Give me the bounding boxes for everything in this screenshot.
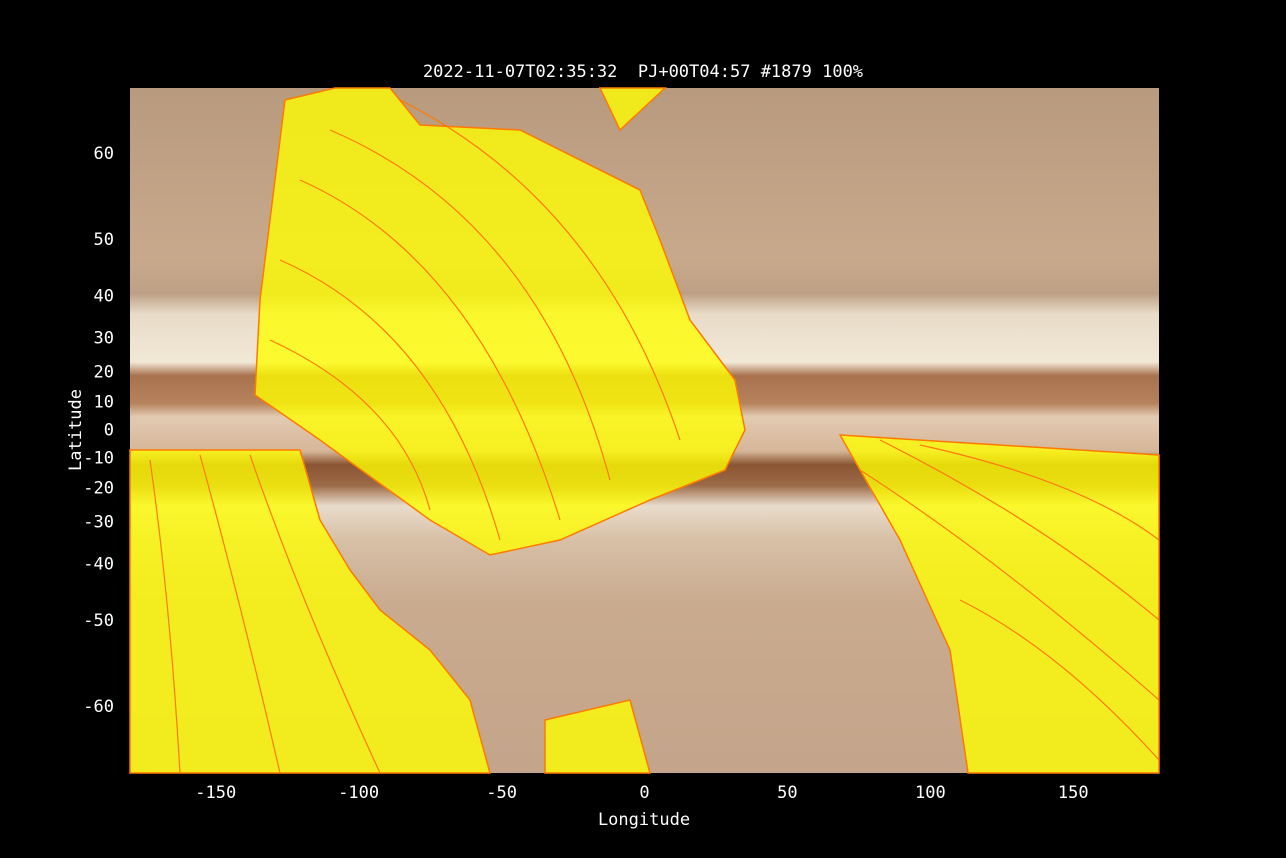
y-tick-label: 30	[94, 328, 114, 348]
y-tick-label: 60	[94, 144, 114, 164]
x-tick-label: 100	[915, 783, 946, 803]
y-tick-label: 20	[94, 362, 114, 382]
y-tick-label: 10	[94, 392, 114, 412]
x-tick-label: 150	[1058, 783, 1089, 803]
y-tick-label: -10	[83, 449, 114, 469]
x-tick-label: 0	[639, 783, 649, 803]
x-axis-label: Longitude	[598, 810, 690, 830]
footprints	[129, 87, 1160, 774]
y-tick-label: -40	[83, 555, 114, 575]
x-tick-label: -100	[338, 783, 379, 803]
y-tick-label: -60	[83, 697, 114, 717]
footprint-southeast	[838, 434, 1160, 774]
footprint-south-small	[544, 699, 651, 774]
y-tick-label: -20	[83, 479, 114, 499]
y-tick-label: 0	[104, 421, 114, 441]
footprint-top	[598, 87, 667, 132]
chart-title: 2022-11-07T02:35:32 PJ+00T04:57 #1879 10…	[423, 62, 863, 82]
y-tick-label: -30	[83, 513, 114, 533]
footprint-seam	[149, 99, 1160, 774]
y-tick-label: 40	[94, 286, 114, 306]
x-tick-label: 50	[777, 783, 797, 803]
y-tick-label: 50	[94, 230, 114, 250]
y-tick-label: -50	[83, 611, 114, 631]
x-tick-label: -50	[486, 783, 517, 803]
y-axis-label: Latitude	[66, 389, 86, 471]
footprint-north	[254, 87, 746, 556]
x-tick-label: -150	[195, 783, 236, 803]
